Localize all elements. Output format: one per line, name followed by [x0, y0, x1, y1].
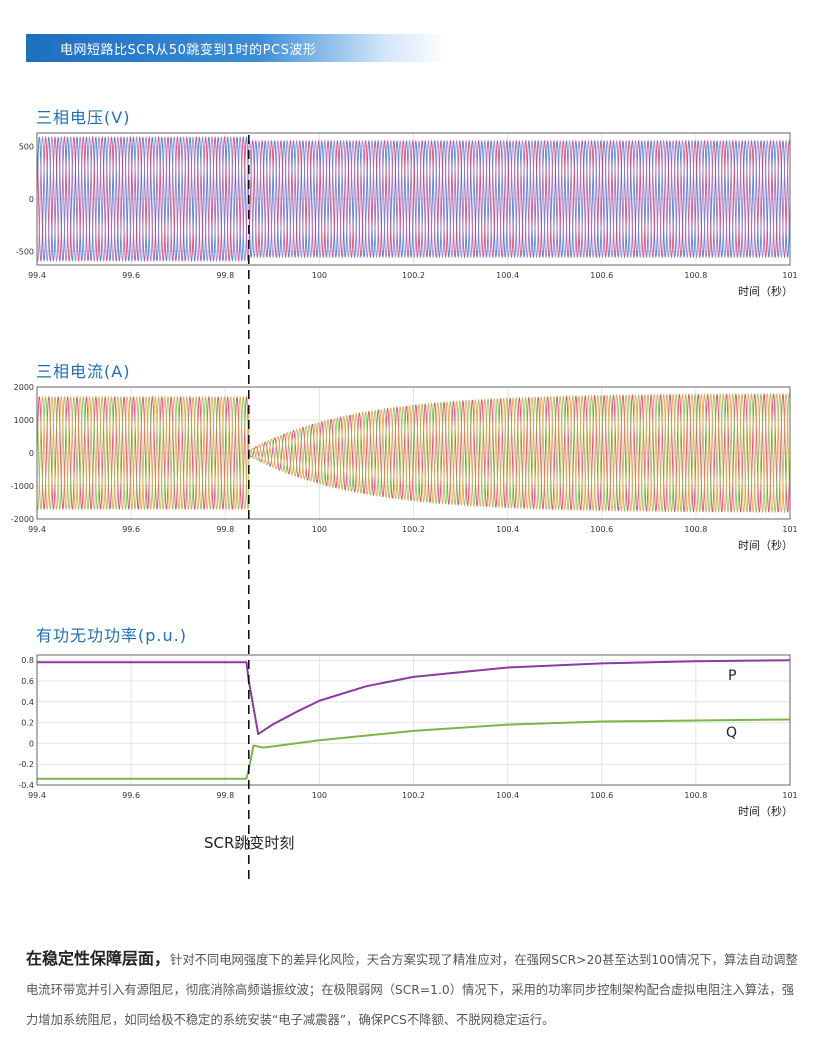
- x-tick-label: 99.4: [28, 525, 46, 534]
- y-tick-label: 1000: [14, 416, 34, 425]
- x-tick-label: 100.4: [496, 271, 519, 280]
- x-axis-label: 时间（秒）: [738, 804, 793, 818]
- y-tick-label: 500: [19, 143, 34, 152]
- y-tick-label: 2000: [14, 383, 34, 392]
- x-tick-label: 100.2: [402, 271, 425, 280]
- x-tick-label: 99.4: [28, 271, 46, 280]
- x-tick-label: 101: [782, 525, 797, 534]
- series-line-1: [36, 392, 791, 514]
- x-tick-label: 100.8: [684, 525, 707, 534]
- chart-1: 99.4 99.6 99.8 100 100.2 100.4 100.6 100.8 101 20…: [11, 383, 798, 552]
- y-tick-label: 0.8: [21, 656, 34, 665]
- plot-frame: [36, 132, 791, 266]
- x-axis-label: 时间（秒）: [738, 284, 793, 298]
- x-tick-label: 100.6: [590, 525, 613, 534]
- power-chart-title: 有功无功功率(p.u.): [36, 626, 187, 645]
- series-label-P: P: [728, 668, 736, 684]
- y-tick-label: -0.2: [18, 760, 34, 769]
- series-line-1: [36, 136, 791, 262]
- chart-0: 99.4 99.6 99.8 100 100.2 100.4 100.6 100.8 101 50…: [16, 132, 798, 298]
- x-tick-label: 100.8: [684, 271, 707, 280]
- stability-paragraph: 在稳定性保障层面，针对不同电网强度下的差异化风险，天合方案实现了精准应对，在强网…: [26, 944, 798, 1035]
- x-tick-label: 100: [312, 271, 327, 280]
- banner-title: 电网短路比SCR从50跳变到1时的PCS波形: [60, 43, 317, 58]
- x-axis-label: 时间（秒）: [738, 538, 793, 552]
- current-chart-title: 三相电流(A): [36, 362, 131, 381]
- x-tick-label: 101: [782, 271, 797, 280]
- x-tick-label: 100.8: [684, 791, 707, 800]
- y-tick-label: -0.4: [18, 781, 34, 790]
- y-tick-label: 0.2: [21, 719, 34, 728]
- series-line-0: [36, 136, 791, 262]
- y-tick-label: -2000: [11, 515, 34, 524]
- x-tick-label: 101: [782, 791, 797, 800]
- x-tick-label: 99.6: [122, 271, 140, 280]
- x-tick-label: 100: [312, 791, 327, 800]
- y-tick-label: -500: [16, 247, 34, 256]
- series-line-2: [36, 392, 791, 514]
- paragraph-lead: 在稳定性保障层面，: [26, 949, 171, 968]
- y-tick-label: 0: [29, 739, 34, 748]
- series-line-0: [36, 393, 791, 513]
- series-label-Q: Q: [726, 725, 737, 741]
- x-tick-label: 99.4: [28, 791, 46, 800]
- x-tick-label: 99.6: [122, 525, 140, 534]
- y-tick-label: 0.4: [21, 698, 34, 707]
- paragraph-body: 针对不同电网强度下的差异化风险，天合方案实现了精准应对，在强网SCR>20甚至达…: [26, 953, 798, 1027]
- x-tick-label: 99.8: [216, 525, 234, 534]
- x-tick-label: 99.8: [216, 271, 234, 280]
- x-tick-label: 99.8: [216, 791, 234, 800]
- x-tick-label: 100.2: [402, 791, 425, 800]
- voltage-chart-title: 三相电压(V): [36, 108, 131, 127]
- y-tick-label: -1000: [11, 482, 34, 491]
- y-tick-label: 0.6: [21, 677, 34, 686]
- series-line-2: [36, 136, 791, 262]
- x-tick-label: 100.4: [496, 525, 519, 534]
- x-tick-label: 100: [312, 525, 327, 534]
- plot-frame: [36, 386, 791, 520]
- waveform-charts: 99.4 99.6 99.8 100 100.2 100.4 100.6 100.8 101 50…: [11, 132, 798, 880]
- y-tick-label: 0: [29, 449, 34, 458]
- x-tick-label: 99.6: [122, 791, 140, 800]
- plot-frame: [36, 654, 791, 786]
- x-tick-label: 100.6: [590, 271, 613, 280]
- scr-event-label: SCR跳变时刻: [204, 834, 295, 852]
- x-tick-label: 100.2: [402, 525, 425, 534]
- page-banner: 电网短路比SCR从50跳变到1时的PCS波形: [26, 34, 446, 62]
- x-tick-label: 100.6: [590, 791, 613, 800]
- chart-2: P Q 99.4 99.6 99.8 100 100.2 100.4 100.6 100.8 101…: [18, 654, 798, 818]
- y-tick-label: 0: [29, 195, 34, 204]
- x-tick-label: 100.4: [496, 791, 519, 800]
